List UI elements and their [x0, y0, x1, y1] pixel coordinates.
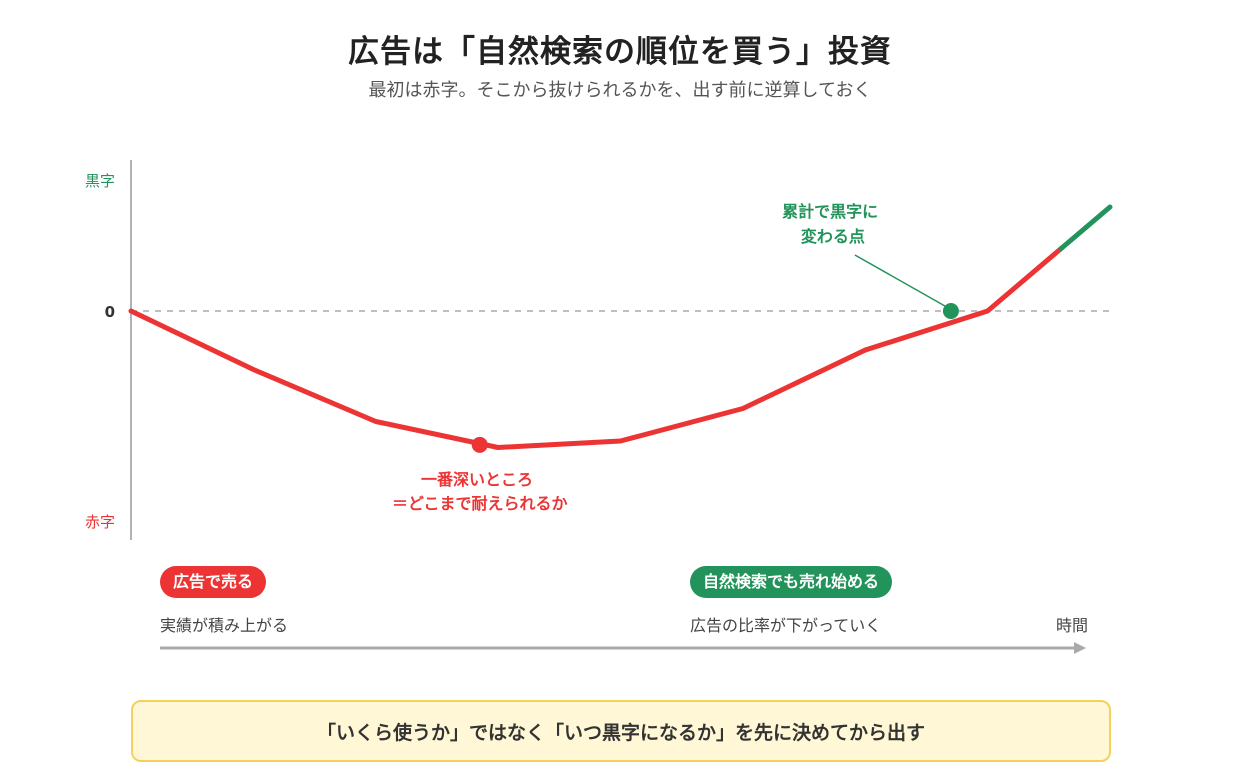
- breakeven-leader-line: [854, 254, 946, 307]
- breakeven-annotation-line-1: 累計で黒字に: [782, 202, 878, 221]
- page-title: 広告は「自然検索の順位を買う」投資: [348, 34, 892, 70]
- trough-annotation: 一番深いところ ＝どこまで耐えられるか: [392, 470, 568, 513]
- phase-desc-ads: 実績が積み上がる: [160, 616, 289, 635]
- breakeven-annotation-line-2: 変わる点: [801, 227, 865, 246]
- breakeven-annotation: 累計で黒字に 変わる点: [782, 202, 884, 246]
- breakeven-point: [942, 303, 959, 319]
- trough-point: [471, 436, 488, 453]
- series-line-red: [128, 246, 1064, 450]
- page-subtitle: 最初は赤字。そこから抜けられるかを、出す前に逆算しておく: [368, 80, 872, 101]
- phase-desc-organic: 広告の比率が下がっていく: [690, 616, 882, 635]
- series-line-green: [1058, 204, 1113, 252]
- trough-annotation-line-2: ＝どこまで耐えられるか: [392, 494, 568, 513]
- y-label-bottom: 赤字: [85, 513, 115, 531]
- phase-pill-ads: 広告で売る: [160, 566, 267, 598]
- footer-text: 「いくら使うか」ではなく「いつ黒字になるか」を先に決めてから出す: [316, 721, 925, 744]
- phase-pill-organic: 自然検索でも売れ始める: [690, 566, 893, 598]
- y-label-zero: 0: [105, 303, 115, 321]
- x-axis-label: 時間: [1056, 616, 1089, 635]
- trough-annotation-line-1: 一番深いところ: [421, 470, 533, 489]
- y-label-top: 黒字: [85, 172, 115, 190]
- footer-callout: 「いくら使うか」ではなく「いつ黒字になるか」を先に決めてから出す: [131, 700, 1111, 762]
